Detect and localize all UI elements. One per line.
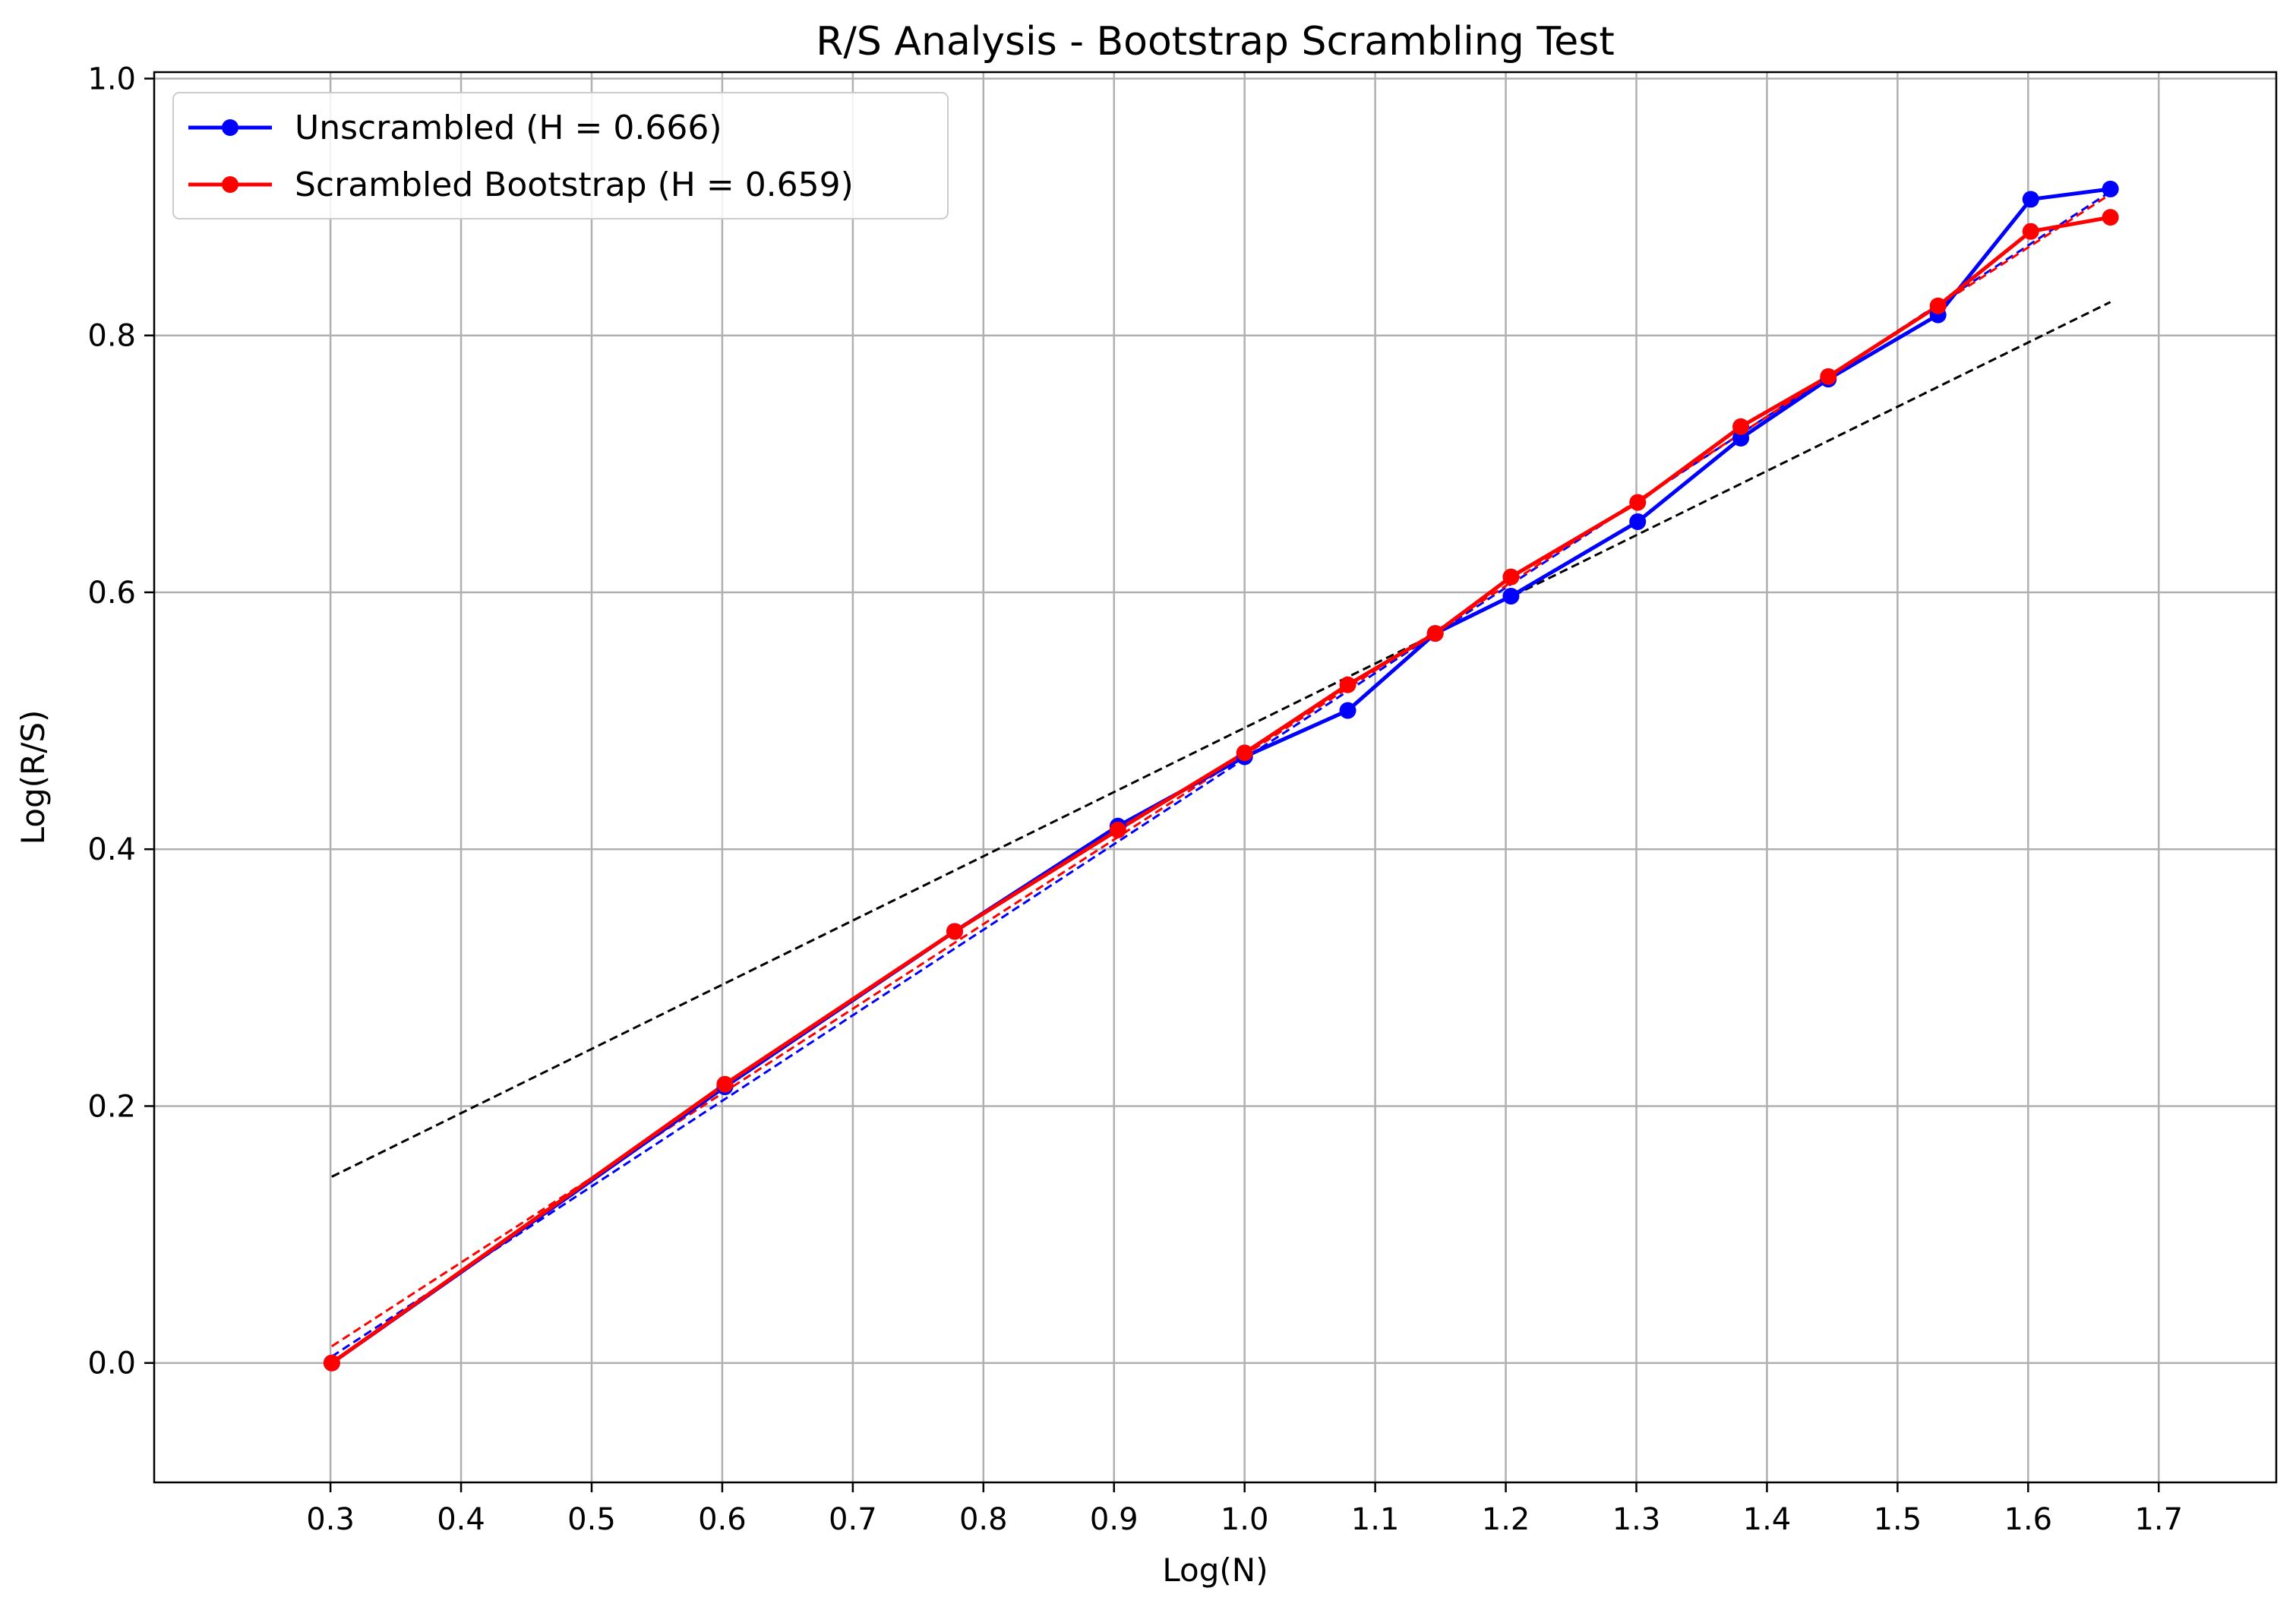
series-markers xyxy=(323,180,2119,1372)
grid xyxy=(154,72,2276,1482)
series-0-point xyxy=(2022,191,2039,208)
series-1-point xyxy=(1929,297,1947,314)
series-0-point xyxy=(1339,702,1356,719)
series-1-point xyxy=(2102,209,2119,226)
x-tick-label: 1.7 xyxy=(2134,1502,2183,1537)
series-1-point xyxy=(1109,821,1126,838)
series-0-point xyxy=(1732,430,1750,447)
x-axis-ticks: 0.3 0.4 0.5 0.6 0.7 0.8 0.9 1.0 1.1 1.2 1.3 1.4 1.5 1… xyxy=(306,1482,2183,1537)
y-tick-label: 0.6 xyxy=(87,576,136,611)
x-tick-label: 0.9 xyxy=(1090,1502,1139,1537)
legend-box xyxy=(172,92,949,219)
x-tick-label: 1.3 xyxy=(1612,1502,1661,1537)
x-tick-label: 0.3 xyxy=(306,1502,355,1537)
series-1-point xyxy=(1629,494,1647,511)
series-0-point xyxy=(1502,588,1520,605)
y-tick-label: 1.0 xyxy=(87,62,136,96)
x-tick-label: 1.1 xyxy=(1351,1502,1400,1537)
series-1-point xyxy=(716,1075,734,1093)
series-lines xyxy=(330,187,2111,1365)
x-tick-label: 0.7 xyxy=(829,1502,877,1537)
legend-swatch-marker xyxy=(222,119,238,136)
series-1-point xyxy=(1426,625,1444,642)
fit-line-2 xyxy=(331,301,2111,1178)
series-1-point xyxy=(1502,568,1520,586)
plot-frame xyxy=(153,71,2278,1484)
series-line-1 xyxy=(330,215,2111,1365)
y-tick-label: 0.2 xyxy=(87,1089,136,1124)
chart-title: R/S Analysis - Bootstrap Scrambling Test xyxy=(816,19,1615,65)
y-tick-label: 0.4 xyxy=(87,832,136,867)
series-0-point xyxy=(2102,180,2119,197)
series-1-point xyxy=(1236,744,1253,762)
x-tick-label: 0.6 xyxy=(698,1502,747,1537)
series-1-point xyxy=(946,923,963,940)
legend-label: Unscrambled (H = 0.666) xyxy=(295,109,722,147)
x-axis-label: Log(N) xyxy=(1162,1552,1268,1589)
series-1-point xyxy=(1732,418,1750,435)
legend: Unscrambled (H = 0.666) Scrambled Bootstr… xyxy=(172,92,949,219)
series-0-point xyxy=(1629,513,1647,530)
x-tick-label: 0.4 xyxy=(437,1502,485,1537)
series-1-point xyxy=(323,1354,340,1372)
y-tick-label: 0.0 xyxy=(87,1346,136,1381)
x-tick-label: 0.8 xyxy=(959,1502,1008,1537)
series-1-point xyxy=(2022,223,2039,240)
x-tick-label: 0.5 xyxy=(567,1502,616,1537)
x-tick-label: 1.6 xyxy=(2004,1502,2053,1537)
x-tick-label: 1.2 xyxy=(1482,1502,1530,1537)
x-tick-label: 1.4 xyxy=(1743,1502,1792,1537)
series-1-point xyxy=(1339,676,1356,693)
legend-label: Scrambled Bootstrap (H = 0.659) xyxy=(295,166,854,204)
y-axis-label: Log(R/S) xyxy=(14,710,52,845)
legend-swatch-marker xyxy=(222,176,238,193)
x-tick-label: 1.5 xyxy=(1874,1502,1922,1537)
y-tick-label: 0.8 xyxy=(87,319,136,354)
y-axis-ticks: 0.0 0.2 0.4 0.6 0.8 1.0 xyxy=(87,62,154,1381)
x-tick-label: 1.0 xyxy=(1221,1502,1269,1537)
series-1-point xyxy=(1820,368,1837,385)
